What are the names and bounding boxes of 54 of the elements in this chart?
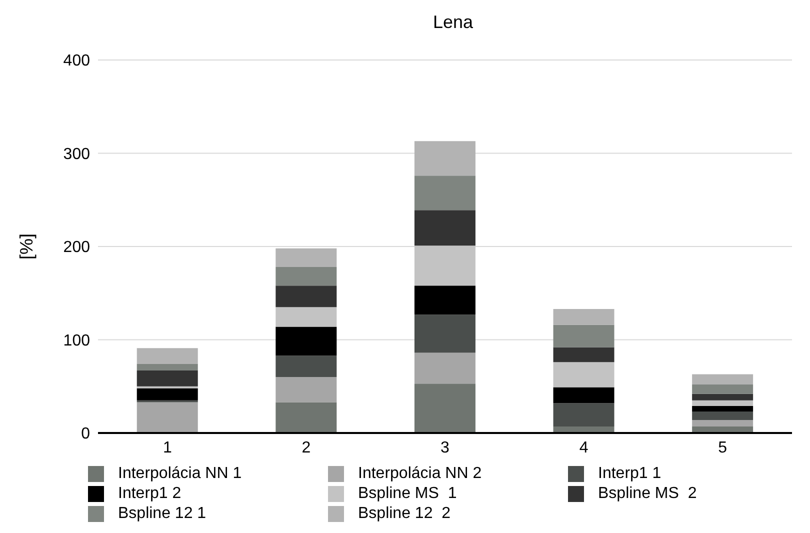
- bar: [276, 286, 337, 308]
- y-tick-label: 400: [63, 52, 90, 70]
- bar: [276, 326, 337, 356]
- y-tick-label: 300: [63, 146, 90, 163]
- y-tick-label: 0: [81, 426, 90, 443]
- bar: [414, 141, 476, 176]
- x-tick-label: 1: [162, 439, 172, 456]
- bar: [692, 374, 754, 385]
- bar: [276, 307, 337, 327]
- bar: [692, 384, 754, 394]
- y-tick-label: 100: [63, 332, 90, 350]
- bar: [553, 387, 614, 404]
- bar: [553, 362, 614, 388]
- bar: [553, 308, 614, 325]
- bar: [692, 400, 754, 406]
- bar: [414, 314, 476, 353]
- y-axis-title: [%]: [16, 233, 36, 260]
- legend-label: Interpolácia NN 1: [118, 465, 242, 483]
- bar: [136, 402, 198, 433]
- x-tick-label: 5: [718, 439, 728, 456]
- bar: [276, 356, 337, 378]
- bar: [276, 402, 337, 433]
- bar: [414, 286, 476, 315]
- legend-label: Bspline MS 2: [598, 485, 697, 503]
- bar: [276, 267, 337, 286]
- x-tick-label: 2: [302, 439, 311, 456]
- bar: [553, 324, 614, 348]
- y-tick-label: 200: [63, 239, 90, 256]
- x-tick-label: 4: [579, 439, 588, 456]
- bar: [553, 347, 614, 362]
- legend-label: Interp1 1: [598, 465, 662, 483]
- bar: [553, 403, 614, 426]
- legend-label: Bspline 12 1: [118, 505, 206, 523]
- x-tick-label: 3: [440, 439, 450, 456]
- bar: [414, 246, 476, 286]
- bar: [136, 364, 198, 371]
- legend-label: Interpolácia NN 2: [358, 465, 482, 483]
- bar: [692, 406, 754, 412]
- bar: [692, 394, 754, 400]
- legend-label: Bspline 12 2: [358, 505, 451, 523]
- bar: [136, 348, 198, 364]
- bar: [276, 248, 337, 268]
- bar: [136, 370, 198, 386]
- bar: [276, 377, 337, 402]
- bar: [692, 412, 754, 420]
- chart-title: Lena: [432, 12, 474, 33]
- legend-label: Interp1 2: [118, 485, 182, 503]
- bar: [414, 384, 476, 433]
- bar: [136, 388, 198, 400]
- bar: [414, 176, 476, 210]
- bar: [414, 210, 476, 246]
- bar: [414, 352, 476, 384]
- bar: [692, 420, 754, 426]
- legend-label: Bspline MS 1: [358, 485, 457, 503]
